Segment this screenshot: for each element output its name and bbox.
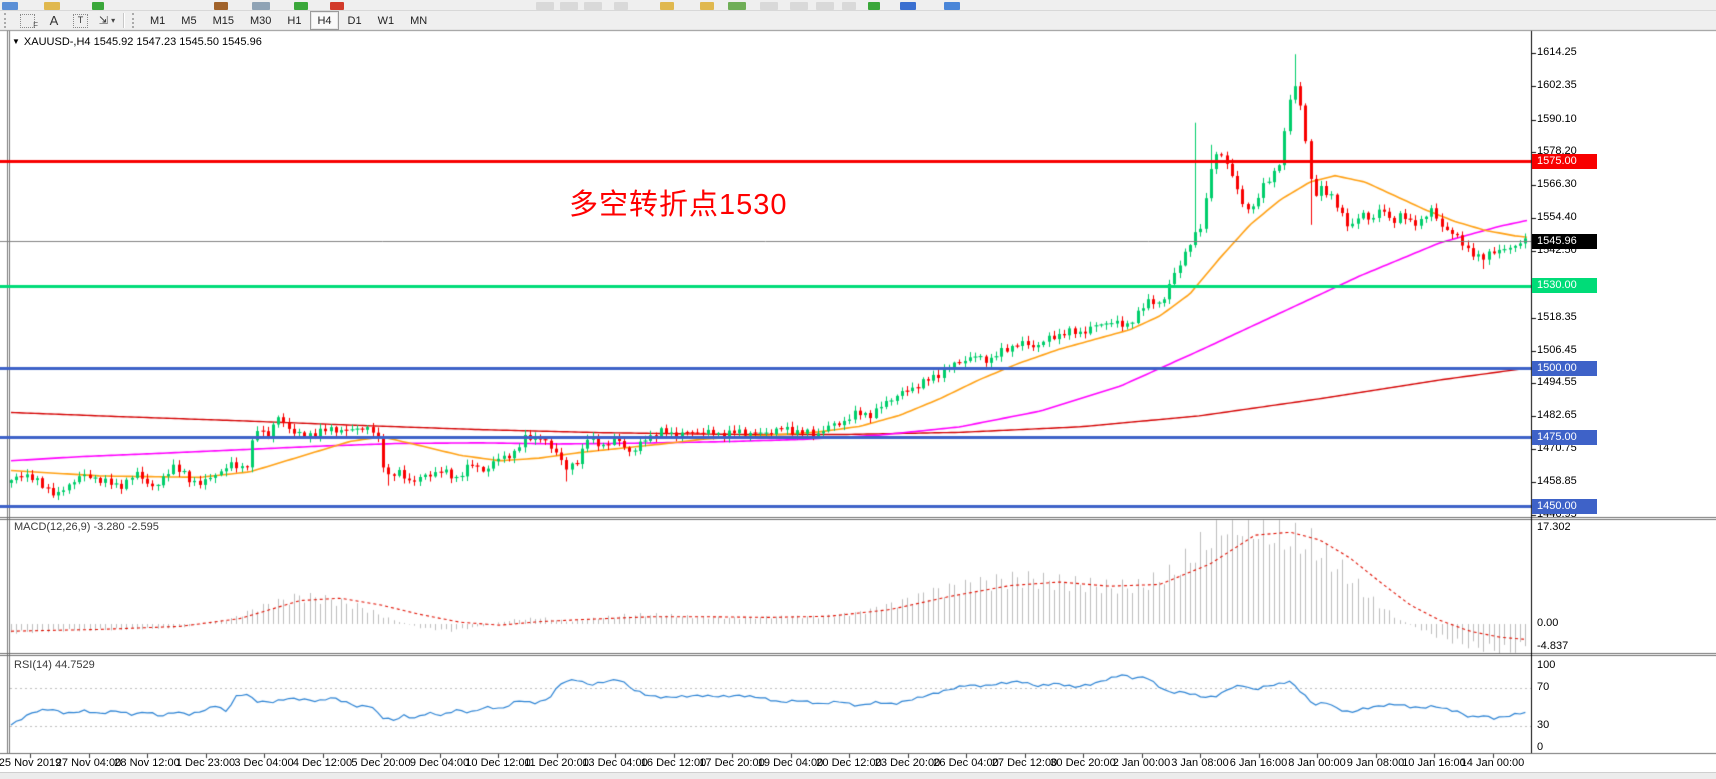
symbol-ohlc-text: XAUUSD-,H4 1545.92 1547.23 1545.50 1545.…	[23, 36, 262, 48]
time-axis-label: 23 Dec 20:00	[874, 757, 941, 769]
current-price-label: 1545.96	[1532, 233, 1597, 249]
hline-price-label: 1500.00	[1532, 360, 1597, 376]
rsi-scale-label: 70	[1537, 681, 1550, 693]
rsi-indicator-label: RSI(14) 44.7529	[14, 659, 95, 671]
hline-price-label: 1475.00	[1532, 429, 1597, 445]
time-axis-label: 3 Dec 04:00	[234, 757, 294, 769]
time-axis-label: 1 Dec 23:00	[175, 757, 236, 769]
price-axis-label: 1566.30	[1537, 178, 1577, 191]
price-axis-label: 1590.10	[1537, 112, 1577, 125]
time-axis-label: 4 Dec 12:00	[292, 757, 353, 769]
time-axis-label: 2 Jan 00:00	[1112, 757, 1171, 769]
price-axis-label: 1518.35	[1537, 310, 1577, 323]
time-axis-label: 5 Dec 20:00	[351, 757, 411, 769]
time-axis-label: 13 Dec 04:00	[582, 757, 648, 769]
time-axis-label: 8 Jan 00:00	[1288, 757, 1346, 769]
time-axis-label: 26 Dec 04:00	[933, 757, 999, 769]
hline-price-label: 1450.00	[1532, 498, 1597, 514]
rsi-scale-label: 30	[1537, 719, 1550, 731]
macd-scale-label: 0.00	[1537, 617, 1559, 629]
price-axis-label: 1554.40	[1537, 211, 1577, 224]
price-axis-label: 1482.65	[1537, 409, 1577, 422]
time-axis-label: 16 Dec 12:00	[640, 757, 707, 769]
time-axis-label: 10 Dec 12:00	[465, 757, 531, 769]
time-axis-label: 11 Dec 20:00	[524, 757, 589, 769]
price-axis-label: 1470.75	[1537, 442, 1577, 455]
price-axis-label: 1506.45	[1537, 343, 1577, 356]
time-axis-label: 3 Jan 08:00	[1171, 757, 1229, 769]
price-axis-label: 1614.25	[1537, 46, 1577, 58]
time-axis-label: 10 Jan 16:00	[1402, 757, 1466, 769]
time-axis-label: 17 Dec 20:00	[699, 757, 765, 769]
price-axis-label: 1494.55	[1537, 376, 1577, 389]
rsi-scale-label: 0	[1537, 741, 1544, 753]
window-bottom-strip	[0, 772, 1716, 779]
chart-annotation-text[interactable]: 多空转折点1530	[569, 189, 788, 221]
time-axis-label: 20 Dec 12:00	[816, 757, 882, 769]
time-axis-label: 19 Dec 04:00	[757, 757, 824, 769]
symbol-ohlc-line: ▼ XAUUSD-,H4 1545.92 1547.23 1545.50 1545…	[12, 36, 262, 48]
macd-scale-label: 17.302	[1537, 521, 1571, 533]
hline-price-label: 1530.00	[1532, 278, 1597, 294]
time-axis-label: 28 Nov 12:00	[114, 757, 180, 769]
price-axis-label: 1458.85	[1537, 474, 1577, 487]
chevron-down-icon[interactable]: ▼	[12, 37, 20, 46]
macd-indicator-label: MACD(12,26,9) -3.280 -2.595	[14, 521, 159, 533]
time-axis-label: 9 Dec 04:00	[409, 757, 470, 769]
time-axis-label: 27 Dec 12:00	[991, 757, 1058, 769]
time-axis-label: 9 Jan 08:00	[1346, 757, 1405, 769]
time-axis-label: 27 Nov 04:00	[55, 757, 122, 769]
time-axis-label: 30 Dec 20:00	[1050, 757, 1116, 769]
time-axis-label: 25 Nov 2019	[0, 757, 62, 769]
time-axis-label: 14 Jan 00:00	[1460, 757, 1525, 769]
hline-price-label: 1575.00	[1532, 153, 1597, 169]
macd-scale-label: -4.837	[1537, 640, 1569, 652]
price-axis-label: 1602.35	[1537, 78, 1577, 91]
time-axis-label: 6 Jan 16:00	[1229, 757, 1288, 769]
rsi-scale-label: 100	[1537, 659, 1556, 671]
